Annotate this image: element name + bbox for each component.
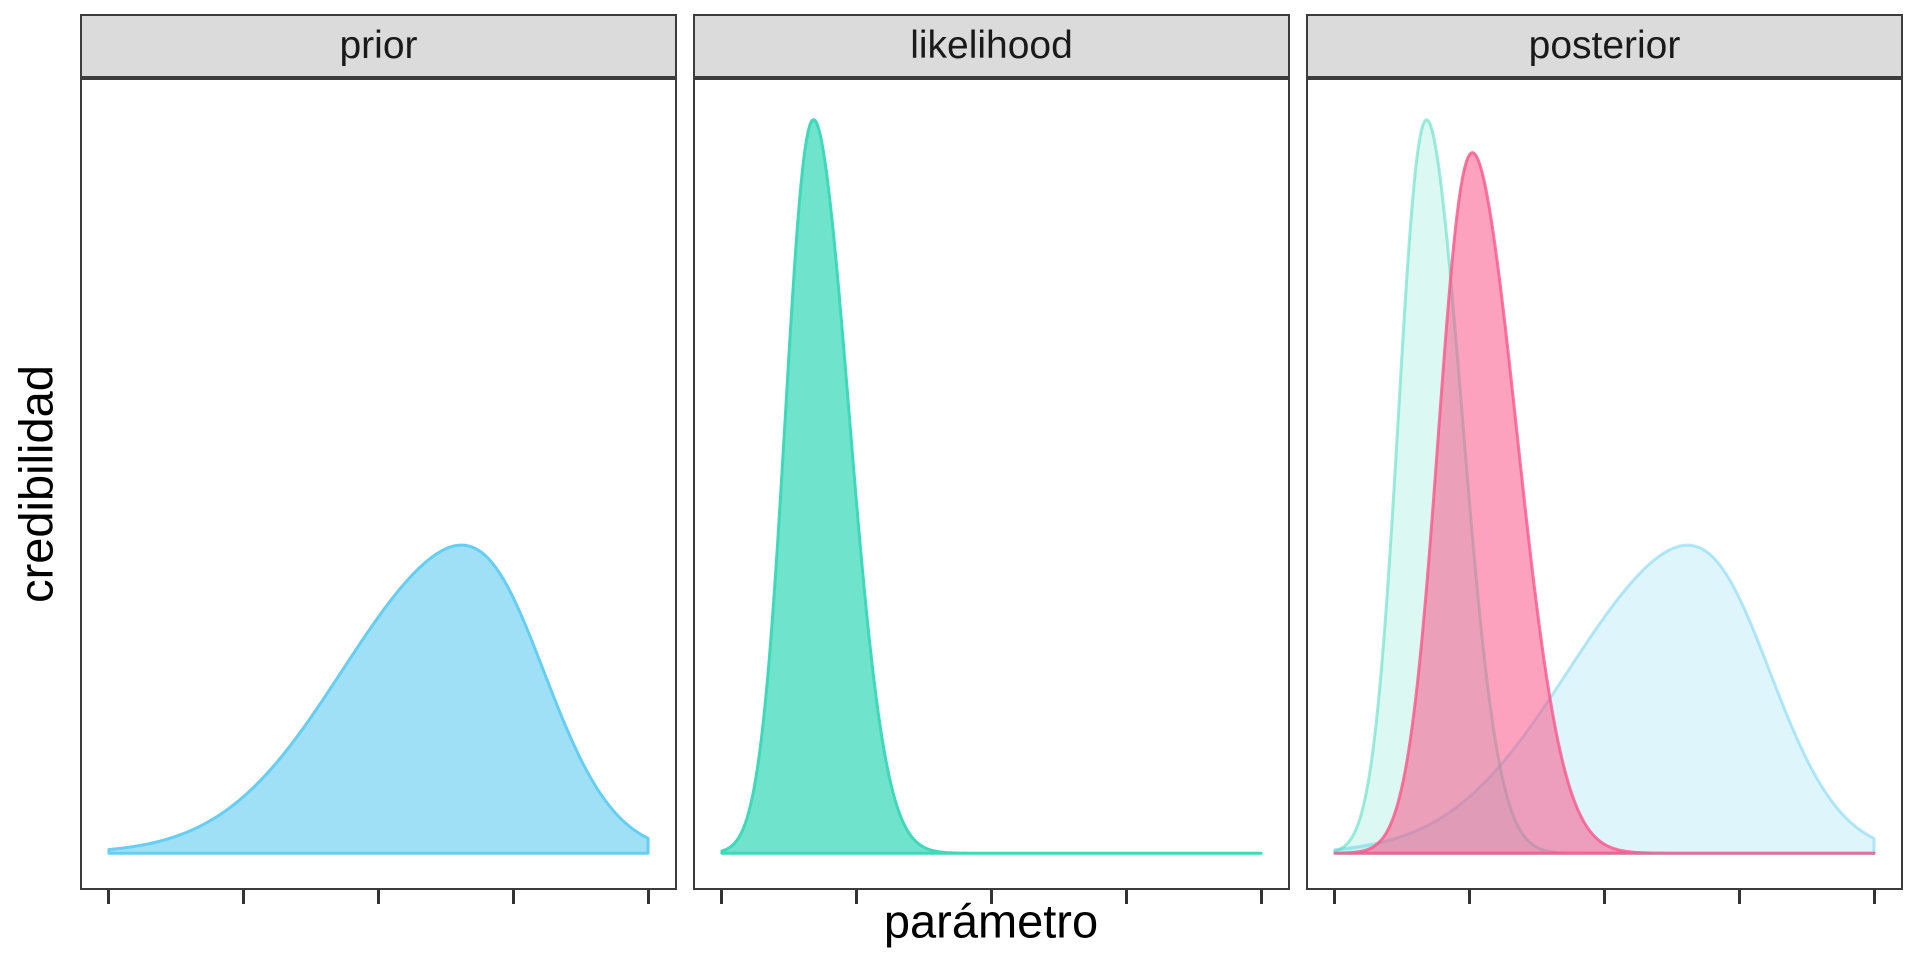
facet-likelihood: likelihood (693, 14, 1290, 904)
x-axis-tick (1259, 890, 1263, 904)
facet-prior: prior (80, 14, 677, 904)
x-axis-tick (1468, 890, 1472, 904)
density-plot-likelihood (720, 118, 1263, 855)
facet-panel (80, 78, 677, 890)
x-axis-ticks (693, 890, 1290, 905)
facet-panel (1306, 78, 1903, 890)
x-axis-ticks (1306, 890, 1903, 905)
x-axis-tick (107, 890, 111, 904)
x-axis-tick (1124, 890, 1128, 904)
facet-strip-label: posterior (1528, 24, 1681, 67)
facet-strip: likelihood (693, 14, 1290, 78)
facet-strip: prior (80, 14, 677, 78)
x-axis-tick (242, 890, 246, 904)
x-axis-tick (1872, 890, 1876, 904)
likelihood-density-curve (720, 118, 1263, 855)
x-axis-tick (1333, 890, 1337, 904)
x-axis-tick (646, 890, 650, 904)
x-axis-tick (1603, 890, 1606, 904)
y-axis-label: credibilidad (9, 365, 63, 603)
facet-strip-label: prior (339, 24, 418, 67)
density-plot-prior (107, 543, 650, 855)
facet-panel (693, 78, 1290, 890)
x-axis-tick (855, 890, 859, 904)
x-axis-ticks (80, 890, 677, 905)
facet-strip-label: likelihood (910, 24, 1073, 67)
posterior-density-curve (1333, 151, 1876, 855)
density-plot-posterior (1333, 118, 1876, 855)
x-axis-tick (377, 890, 380, 904)
x-axis-tick (511, 890, 515, 904)
x-axis-tick (720, 890, 724, 904)
facet-strip: posterior (1306, 14, 1903, 78)
facet-posterior: posterior (1306, 14, 1903, 904)
prior-density-curve (107, 543, 650, 855)
x-axis-tick (1737, 890, 1741, 904)
x-axis-tick (990, 890, 993, 904)
